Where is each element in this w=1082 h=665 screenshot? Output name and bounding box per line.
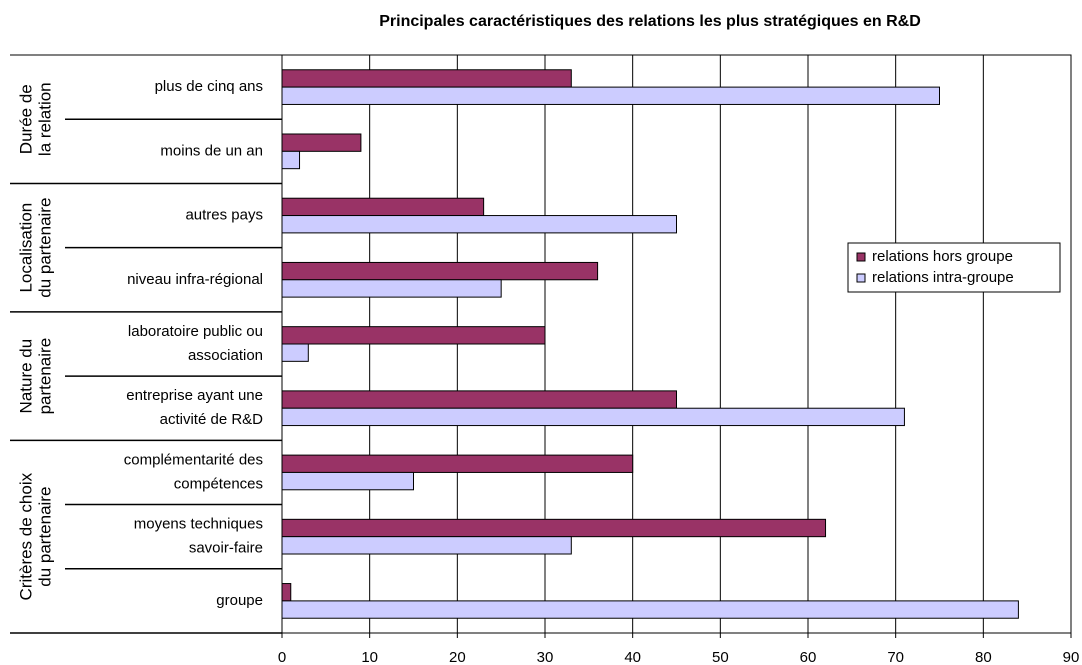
bar bbox=[281, 583, 292, 602]
legend-swatch bbox=[856, 273, 866, 283]
y-tick-label-line: activité de R&D bbox=[160, 411, 264, 428]
x-tick-label: 80 bbox=[975, 649, 992, 665]
legend-label: relations hors groupe bbox=[872, 248, 1013, 265]
y-tick-label: moyens techniques savoir-faire bbox=[134, 516, 263, 557]
bar bbox=[281, 471, 414, 491]
y-tick-label: complémentarité des compétences bbox=[124, 451, 263, 492]
y-tick-label-line: association bbox=[188, 347, 263, 364]
group-label: Durée dela relation bbox=[17, 82, 55, 156]
x-tick-label: 50 bbox=[712, 649, 729, 665]
y-tick-label-line: moins de un an bbox=[160, 142, 263, 159]
bar bbox=[281, 86, 940, 105]
bar bbox=[281, 215, 677, 234]
x-tick-label: 70 bbox=[887, 649, 904, 665]
y-tick-label: groupe bbox=[216, 592, 263, 609]
x-tick-label: 20 bbox=[449, 649, 466, 665]
x-tick-label: 40 bbox=[624, 649, 641, 665]
x-tick-label: 30 bbox=[537, 649, 554, 665]
y-tick-label-line: complémentarité des bbox=[124, 451, 263, 468]
y-tick-label-line: savoir-faire bbox=[189, 540, 263, 557]
y-tick-label: entreprise ayant une activité de R&D bbox=[126, 387, 263, 428]
y-tick-label-line: autres pays bbox=[185, 207, 263, 224]
bar bbox=[281, 150, 301, 170]
y-tick-label-line: laboratoire public ou bbox=[128, 323, 263, 340]
y-tick-label-line: compétences bbox=[174, 475, 263, 492]
bar bbox=[281, 536, 572, 555]
y-tick-label-line: entreprise ayant une bbox=[126, 387, 263, 404]
x-tick-label: 60 bbox=[800, 649, 817, 665]
y-tick-label-line: niveau infra-régional bbox=[127, 271, 263, 288]
y-tick-label: niveau infra-régional bbox=[127, 271, 263, 288]
group-label: Localisationdu partenaire bbox=[17, 198, 55, 298]
y-tick-label: plus de cinq ans bbox=[155, 78, 263, 95]
group-label-line: du partenaire bbox=[36, 487, 55, 587]
bar bbox=[281, 343, 309, 362]
y-tick-label: autres pays bbox=[185, 207, 263, 224]
bar bbox=[281, 600, 1019, 619]
legend-box bbox=[847, 242, 1061, 293]
y-tick-label-line: plus de cinq ans bbox=[155, 78, 263, 95]
group-label: Critères de choixdu partenaire bbox=[17, 472, 55, 600]
bar bbox=[281, 279, 502, 298]
group-label-line: Nature du bbox=[17, 339, 36, 414]
group-label-line: Localisation bbox=[17, 203, 36, 293]
bar bbox=[281, 261, 599, 281]
y-tick-label: moins de un an bbox=[160, 142, 263, 159]
x-tick-label: 10 bbox=[361, 649, 378, 665]
legend-label: relations intra-groupe bbox=[872, 269, 1014, 286]
bar bbox=[281, 390, 677, 409]
group-label-line: Critères de choix bbox=[17, 472, 36, 600]
x-tick-label: 0 bbox=[278, 649, 286, 665]
group-label-line: la relation bbox=[36, 82, 55, 156]
bar bbox=[281, 197, 485, 217]
bar bbox=[281, 518, 827, 538]
bar bbox=[281, 326, 546, 345]
bar bbox=[281, 133, 362, 152]
x-tick-label: 90 bbox=[1063, 649, 1080, 665]
bar bbox=[281, 407, 905, 427]
bar bbox=[281, 69, 572, 88]
bar bbox=[281, 454, 634, 473]
group-label-line: partenaire bbox=[36, 338, 55, 415]
y-tick-label: laboratoire public ou association bbox=[128, 323, 263, 364]
y-tick-label-line: moyens techniques bbox=[134, 516, 263, 533]
group-label-line: Durée de bbox=[17, 84, 36, 154]
chart-title: Principales caractéristiques des relatio… bbox=[379, 13, 921, 30]
group-label-line: du partenaire bbox=[36, 198, 55, 298]
y-tick-label-line: groupe bbox=[216, 592, 263, 609]
legend-swatch bbox=[856, 252, 866, 262]
group-label: Nature dupartenaire bbox=[17, 338, 55, 415]
